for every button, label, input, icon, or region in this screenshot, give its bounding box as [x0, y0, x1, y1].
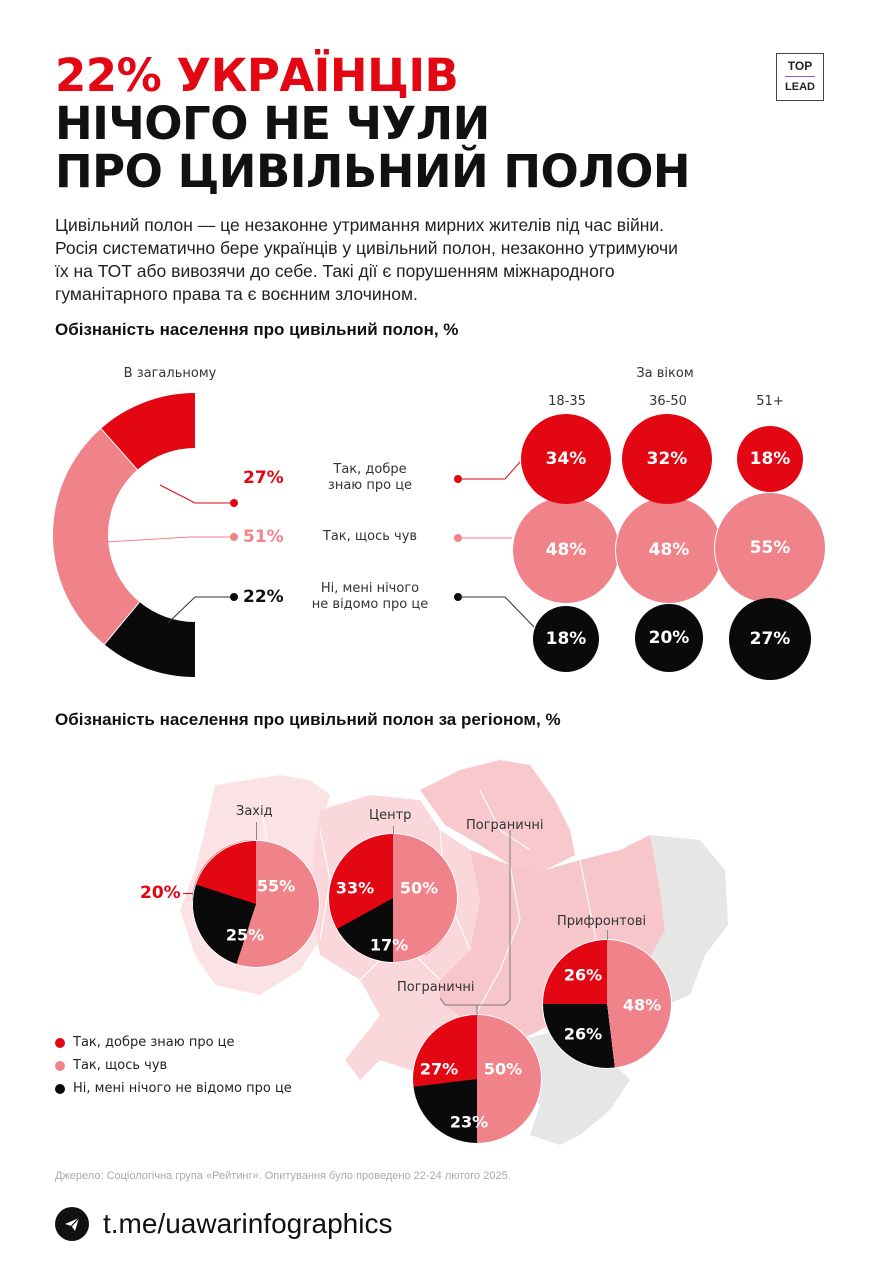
leader-line: [183, 893, 193, 894]
region-label-tsentr: Центр: [369, 808, 412, 823]
pie-value-pryfrontovi-pink: 48%: [622, 995, 662, 1015]
age-bubble-pink: 48%: [512, 496, 620, 604]
age-bubble-black: 18%: [533, 606, 599, 672]
overall-value-pink: 51%: [243, 527, 284, 547]
region-legend: Так, добре знаю про це Так, щось чув Ні,…: [55, 1035, 292, 1104]
legend-dot-red: [55, 1037, 65, 1048]
title-line-2: НІЧОГО НЕ ЧУЛИ: [55, 97, 490, 150]
overall-label: В загальному: [123, 366, 217, 381]
section1-title: Обізнаність населення про цивільний поло…: [55, 320, 459, 339]
region-label-pryfrontovi: Прифронтові: [557, 914, 647, 929]
toplead-logo: TOP LEAD: [776, 53, 824, 101]
age-label: 18-35: [548, 394, 586, 409]
tick: [607, 930, 608, 940]
pie-value-tsentr-black: 17%: [369, 935, 409, 955]
section2-title: Обізнаність населення про цивільний поло…: [55, 710, 561, 729]
pie-value-zakhid-red: 20%: [140, 883, 181, 903]
pie-value-pryfrontovi-black: 26%: [563, 1024, 603, 1044]
pie-pohranychni: [413, 1015, 541, 1143]
answer-label-black: Ні, мені нічого не відомо про це: [311, 581, 429, 612]
answer-label-pink: Так, щось чув: [322, 529, 418, 544]
age-bubble-red: 18%: [737, 426, 803, 492]
pie-value-pohranychni-pink: 50%: [483, 1059, 523, 1079]
source-note: Джерело: Соціологічна група «Рейтинг». О…: [55, 1170, 511, 1182]
logo-divider: [785, 76, 815, 77]
legend-dot-pink: [55, 1060, 65, 1071]
answer-label-red: Так, добре знаю про це: [327, 462, 413, 493]
region-label-pohranychni-top: Пограничні: [466, 818, 544, 833]
pie-zakhid: [193, 841, 319, 967]
pie-value-pohranychni-red: 27%: [419, 1059, 459, 1079]
donut-segment-black: [104, 602, 195, 677]
tick: [393, 826, 394, 834]
logo-top-text: TOP: [787, 59, 813, 73]
age-bubble-red: 32%: [622, 414, 712, 504]
overall-value-black: 22%: [243, 587, 284, 607]
logo-bottom-text: LEAD: [785, 81, 815, 93]
description-line: Росія систематично бере українців у циві…: [55, 238, 678, 258]
description-line: гуманітарного права та є воєнним злочино…: [55, 284, 418, 304]
telegram-link-text[interactable]: t.me/uawarinfographics: [103, 1208, 393, 1239]
age-bubble-black: 27%: [729, 598, 811, 680]
legend-item-black: Ні, мені нічого не відомо про це: [55, 1081, 292, 1096]
pie-pryfrontovi: [543, 940, 671, 1068]
age-bubble-black: 20%: [635, 604, 703, 672]
age-label: 36-50: [649, 394, 687, 409]
donut-segment-pink: [52, 428, 140, 645]
pie-value-pohranychni-black: 23%: [449, 1112, 489, 1132]
tick: [256, 822, 257, 840]
age-bubble-pink: 48%: [615, 496, 723, 604]
title-line-3: ПРО ЦИВІЛЬНИЙ ПОЛОН: [55, 145, 691, 198]
border-bracket: [440, 830, 511, 1015]
pie-tsentr: [329, 834, 457, 962]
pie-value-tsentr-pink: 50%: [399, 878, 439, 898]
telegram-icon: [55, 1207, 89, 1241]
legend-dot-black: [55, 1083, 65, 1094]
by-age-label: За віком: [636, 366, 694, 381]
description: Цивільний полон — це незаконне утримання…: [55, 214, 835, 306]
overall-value-red: 27%: [243, 468, 284, 488]
legend-item-red: Так, добре знаю про це: [55, 1035, 292, 1050]
region-label-zakhid: Захід: [236, 804, 273, 819]
pie-value-zakhid-black: 25%: [225, 925, 265, 945]
pie-value-pryfrontovi-red: 26%: [563, 965, 603, 985]
description-line: Цивільний полон — це незаконне утримання…: [55, 215, 665, 235]
description-line: їх на ТОТ або вивозячи до себе. Такі дії…: [55, 261, 615, 281]
telegram-link[interactable]: t.me/uawarinfographics: [55, 1207, 392, 1241]
age-bubble-red: 34%: [521, 414, 611, 504]
overall-donut-chart: [52, 393, 238, 677]
age-bubble-pink: 55%: [714, 492, 826, 604]
donut-segment-red: [101, 393, 195, 470]
pie-value-tsentr-red: 33%: [335, 878, 375, 898]
pie-value-zakhid-pink: 55%: [256, 876, 296, 896]
age-label: 51+: [756, 394, 784, 409]
title-line-1: 22% УКРАЇНЦІВ: [55, 49, 459, 102]
region-label-pohranychni: Пограничні: [397, 980, 475, 995]
age-leader-lines: [454, 461, 535, 628]
legend-item-pink: Так, щось чув: [55, 1058, 292, 1073]
